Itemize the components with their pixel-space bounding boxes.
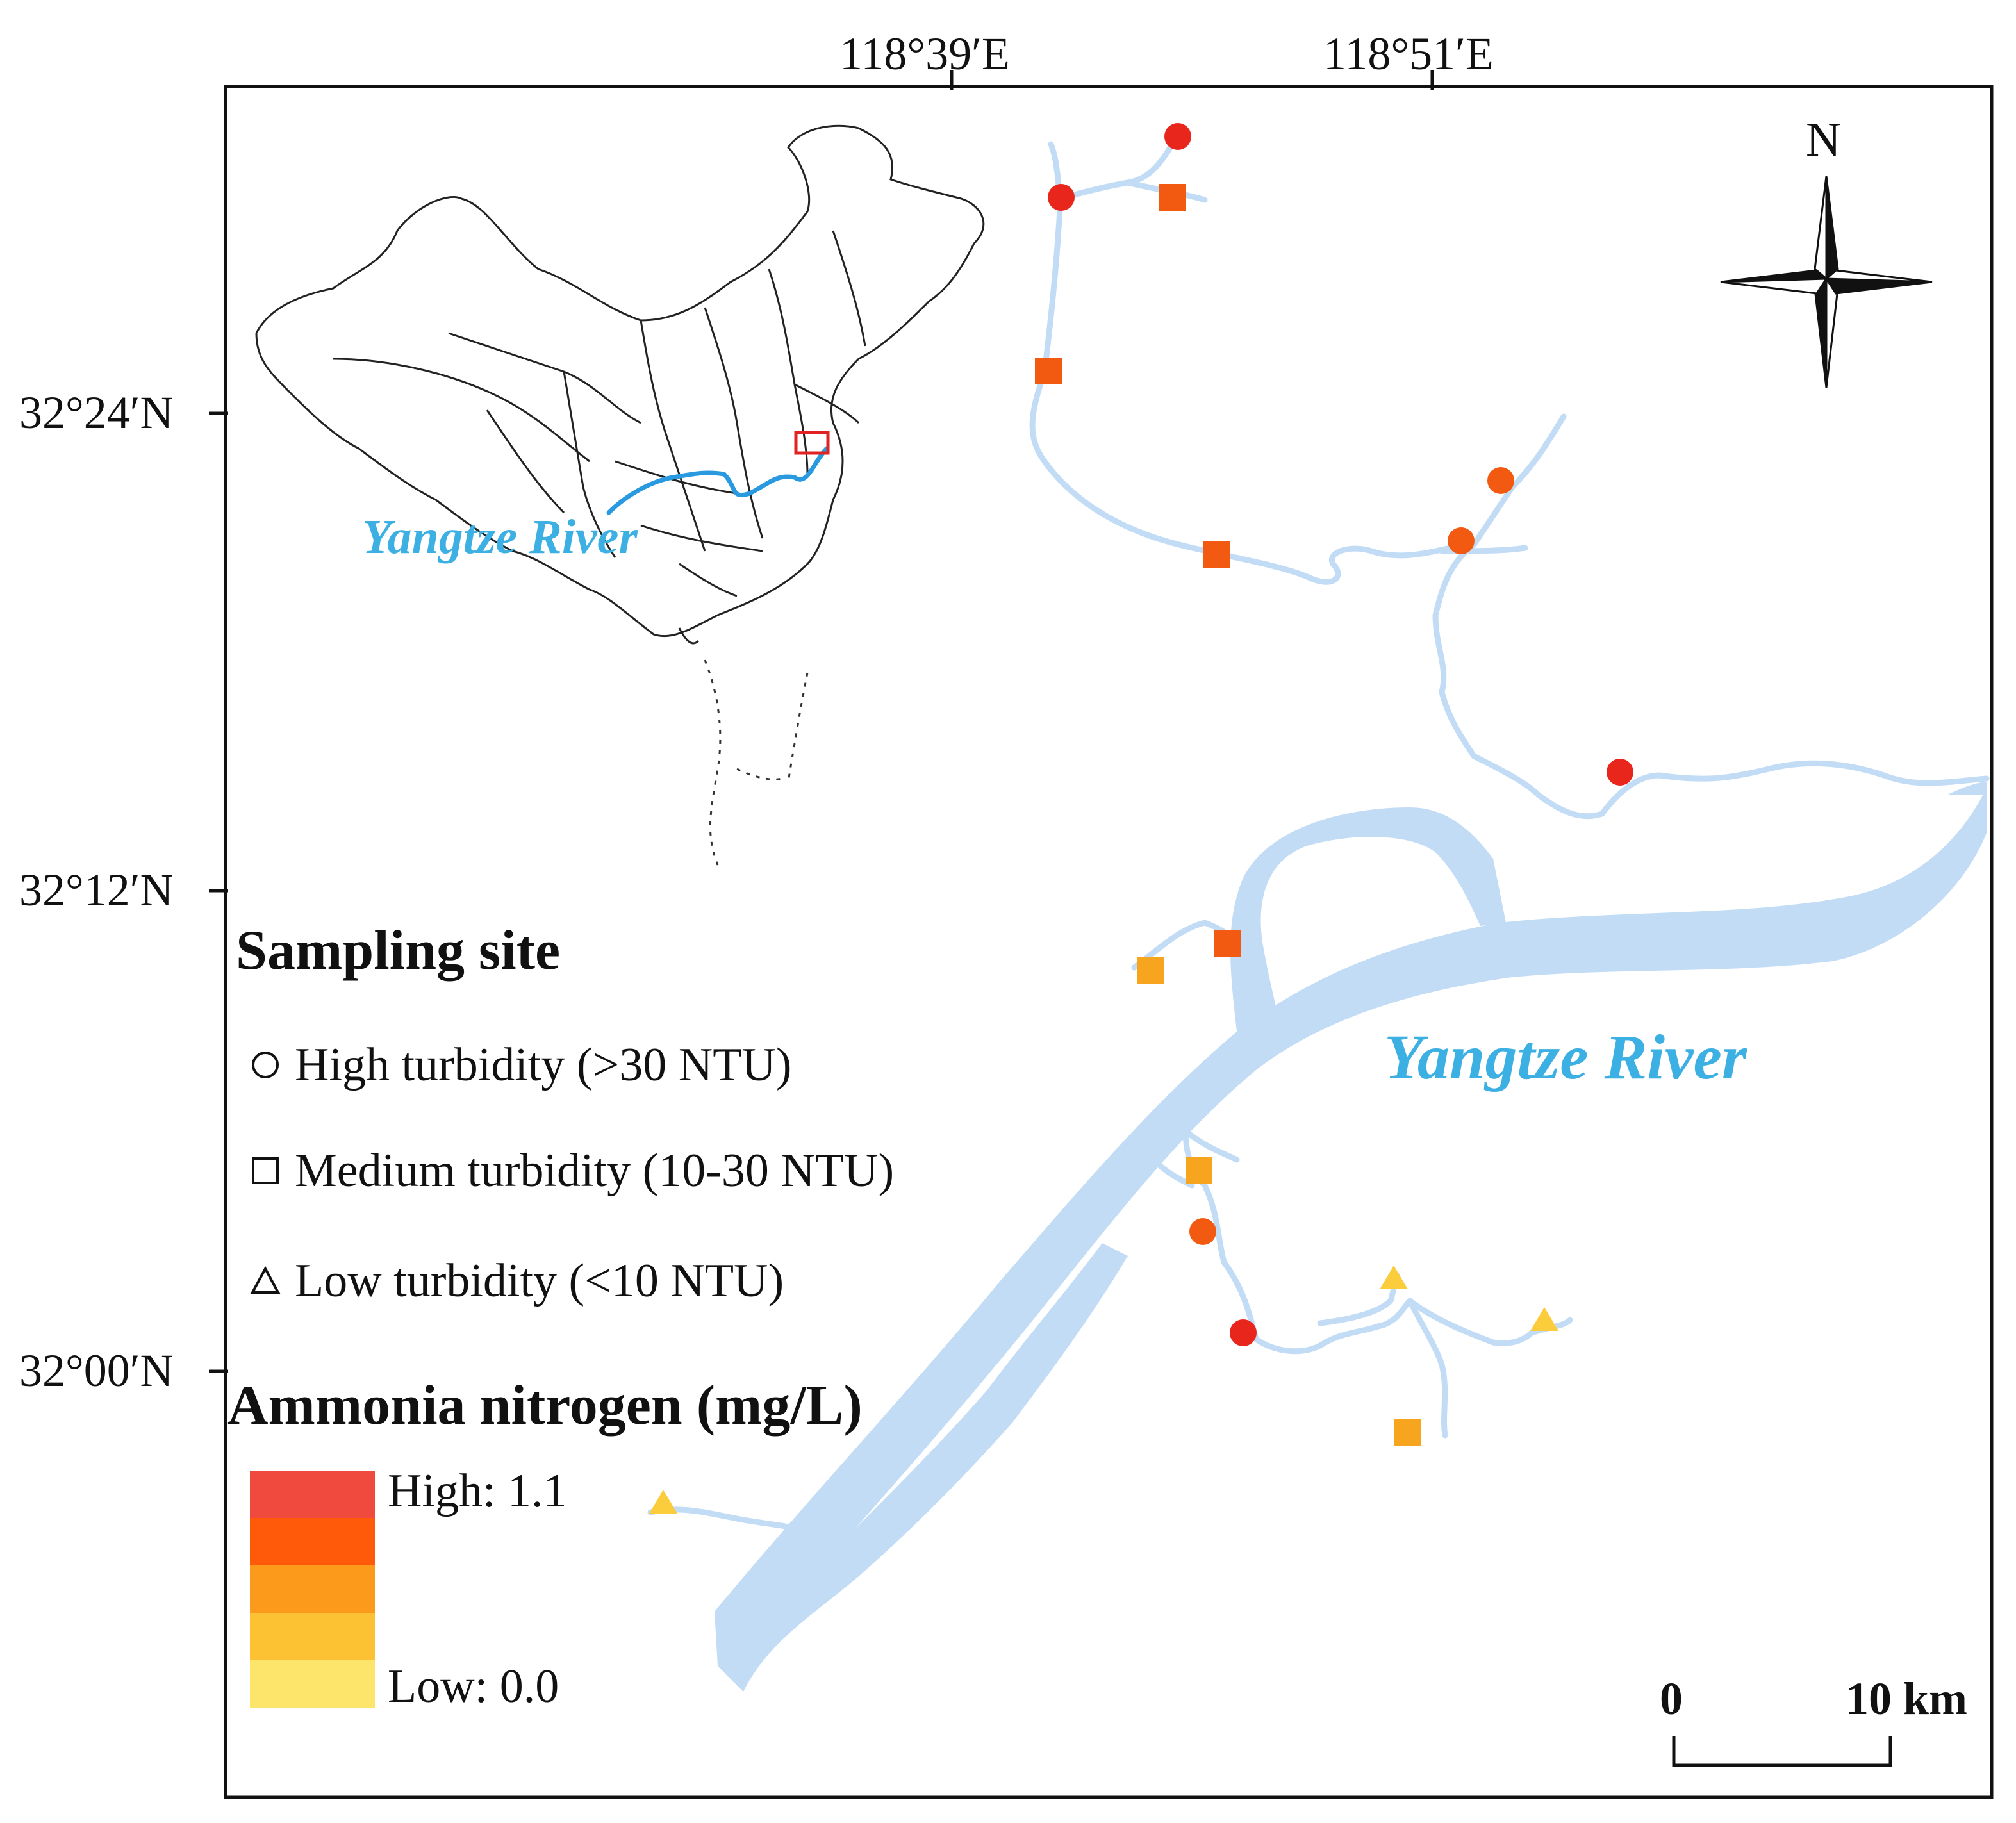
inset-china-map <box>255 124 985 645</box>
site-marker-square[interactable] <box>1159 184 1186 211</box>
north-label: N <box>1806 113 1841 167</box>
inset-yangtze-line <box>606 446 829 515</box>
ramp-swatch-2 <box>250 1518 375 1565</box>
ammonia-color-ramp <box>250 1471 375 1708</box>
scale-end-label: 10 km <box>1846 1673 1968 1724</box>
triangle-outline-icon <box>250 1266 281 1294</box>
legend-item-label: High turbidity (>30 NTU) <box>295 1039 792 1091</box>
site-marker-circle[interactable] <box>1487 467 1514 494</box>
site-marker-triangle[interactable] <box>1380 1266 1408 1289</box>
ramp-high-label: High: 1.1 <box>388 1465 567 1517</box>
coordinate-ticks <box>209 70 1434 1373</box>
circle-outline-icon <box>252 1052 279 1078</box>
inset-river-label: Yangtze River <box>362 510 638 564</box>
legend-item-medium-turbidity: Medium turbidity (10-30 NTU) <box>250 1147 894 1194</box>
ramp-swatch-3 <box>250 1565 375 1613</box>
site-marker-circle[interactable] <box>1607 759 1633 786</box>
site-marker-square[interactable] <box>1035 358 1062 384</box>
site-marker-square[interactable] <box>1203 541 1230 568</box>
lat-label-2: 32°12′N <box>19 864 174 916</box>
north-arrow-icon <box>1720 176 1933 388</box>
ramp-swatch-1 <box>250 1471 375 1518</box>
ramp-swatch-5 <box>250 1660 375 1708</box>
site-marker-circle[interactable] <box>1189 1218 1216 1245</box>
site-marker-square[interactable] <box>1186 1157 1212 1184</box>
site-marker-square[interactable] <box>1137 957 1164 984</box>
legend-item-label: Medium turbidity (10-30 NTU) <box>295 1144 895 1197</box>
ammonia-title: Ammonia nitrogen (mg/L) <box>227 1374 863 1437</box>
site-marker-triangle[interactable] <box>649 1490 677 1514</box>
legend-item-high-turbidity: High turbidity (>30 NTU) <box>250 1041 791 1089</box>
site-marker-triangle[interactable] <box>1530 1307 1558 1331</box>
site-marker-circle[interactable] <box>1164 123 1191 150</box>
legend-item-label: Low turbidity (<10 NTU) <box>295 1255 784 1307</box>
legend-item-low-turbidity: Low turbidity (<10 NTU) <box>250 1257 784 1305</box>
site-marker-circle[interactable] <box>1230 1319 1257 1346</box>
inset-south-sea-islands <box>704 659 809 866</box>
sampling-site-title: Sampling site <box>236 920 561 982</box>
yangtze-river <box>715 782 1987 1692</box>
ramp-swatch-4 <box>250 1613 375 1660</box>
scale-zero-label: 0 <box>1660 1673 1683 1724</box>
site-marker-circle[interactable] <box>1448 527 1475 554</box>
site-marker-circle[interactable] <box>1048 184 1075 211</box>
tributaries <box>647 135 1990 1538</box>
ramp-low-label: Low: 0.0 <box>388 1660 559 1713</box>
site-marker-square[interactable] <box>1214 930 1241 957</box>
map-frame <box>224 85 1994 1799</box>
square-outline-icon <box>252 1157 279 1184</box>
site-marker-square[interactable] <box>1394 1419 1421 1446</box>
sampling-sites <box>649 123 1633 1514</box>
lon-label-1: 118°39′E <box>839 28 1010 79</box>
lon-label-2: 118°51′E <box>1323 28 1494 79</box>
yangtze-river-label: Yangtze River <box>1384 1021 1747 1093</box>
lat-label-1: 32°24′N <box>19 387 174 438</box>
study-area-box <box>794 431 830 455</box>
scale-bar <box>1672 1736 1892 1767</box>
lat-label-3: 32°00′N <box>19 1345 174 1396</box>
